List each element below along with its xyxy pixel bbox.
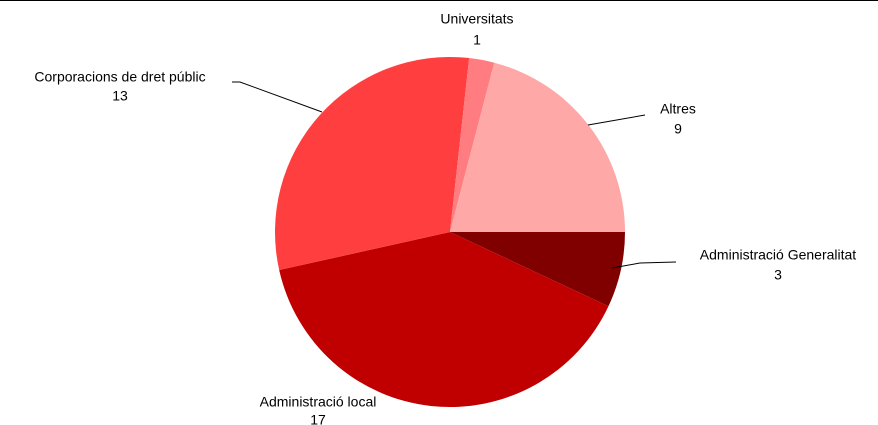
slice-label: Corporacions de dret públic <box>34 69 205 85</box>
pie-slice <box>279 232 609 407</box>
leader-line <box>611 261 677 269</box>
slice-label: Universitats <box>440 11 513 27</box>
pie-slice <box>450 62 625 232</box>
pie-slice <box>450 58 495 232</box>
value-label: 3 <box>774 267 782 283</box>
value-label: 1 <box>473 32 481 48</box>
slice-label: Administració Generalitat <box>700 247 857 263</box>
pie-slice <box>275 56 470 271</box>
value-label: 17 <box>310 412 326 425</box>
leader-line <box>587 114 646 126</box>
value-label: 13 <box>112 88 128 104</box>
value-label: 9 <box>674 121 682 137</box>
slice-label: Altres <box>660 101 696 117</box>
leader-line <box>232 81 323 113</box>
slice-label: Administració local <box>260 394 377 410</box>
pie-slice <box>450 232 625 307</box>
